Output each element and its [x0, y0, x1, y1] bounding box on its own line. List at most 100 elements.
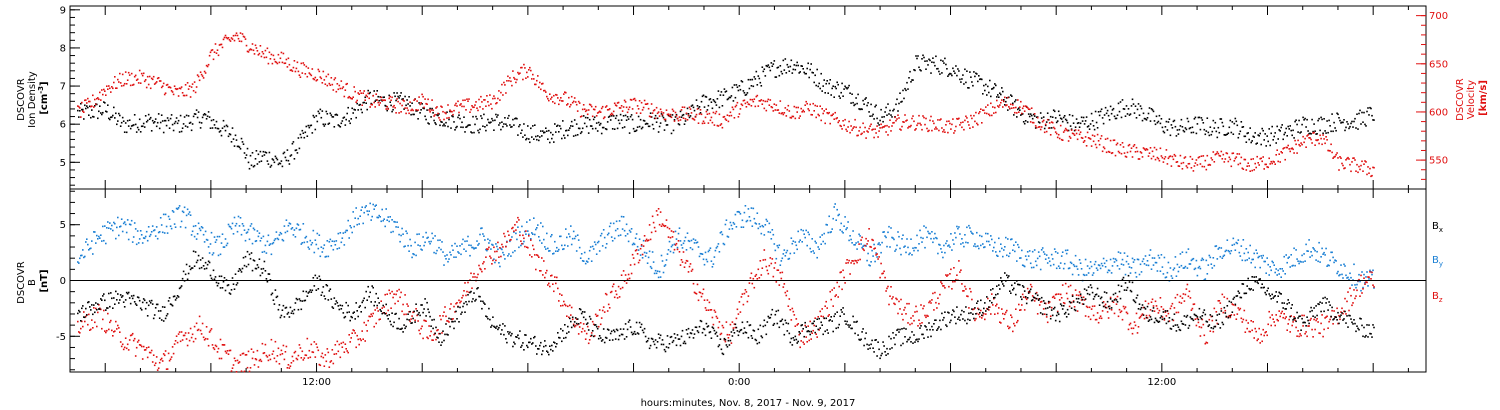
density-point: [938, 70, 940, 73]
by-point: [109, 222, 111, 224]
bz-point: [115, 320, 117, 323]
density-point: [116, 123, 118, 126]
density-point: [330, 114, 333, 116]
by-point: [1064, 249, 1067, 252]
density-point: [501, 121, 503, 123]
by-point: [356, 223, 358, 226]
velocity-point: [865, 137, 867, 139]
density-point: [777, 66, 780, 69]
density-point: [888, 113, 890, 115]
bz-point: [384, 293, 386, 296]
by-point: [818, 248, 820, 250]
by-point: [685, 249, 688, 251]
by-point: [306, 241, 309, 243]
density-point: [373, 90, 375, 92]
by-point: [514, 250, 516, 252]
velocity-point: [224, 34, 227, 37]
density-point: [860, 108, 862, 110]
by-point: [1037, 251, 1040, 253]
by-point: [1133, 259, 1136, 261]
bz-point: [745, 291, 748, 293]
by-point: [208, 252, 211, 254]
by-point: [299, 228, 302, 231]
velocity-point: [301, 72, 304, 74]
density-point: [656, 117, 659, 120]
by-point: [633, 243, 636, 246]
bz-point: [262, 352, 265, 355]
density-point: [364, 96, 366, 99]
bz-point: [818, 329, 820, 331]
velocity-point: [943, 129, 945, 131]
velocity-point: [1032, 121, 1035, 124]
density-point: [711, 107, 714, 110]
density-point: [271, 158, 274, 160]
bz-point: [826, 307, 828, 309]
density-point: [1147, 112, 1150, 115]
bz-point: [376, 307, 378, 309]
density-point: [162, 131, 165, 134]
by-point: [757, 227, 760, 230]
by-point: [1277, 269, 1279, 272]
velocity-point: [1359, 168, 1361, 171]
density-point: [768, 66, 771, 69]
bz-point: [999, 321, 1001, 323]
density-point: [1070, 128, 1073, 130]
by-point: [986, 240, 988, 243]
density-point: [757, 75, 760, 77]
bz-point: [683, 266, 686, 268]
by-point: [380, 220, 382, 223]
velocity-point: [637, 108, 640, 110]
density-point: [922, 54, 924, 57]
density-point: [839, 97, 841, 99]
by-point: [527, 230, 529, 232]
velocity-point: [285, 58, 288, 61]
velocity-point: [357, 92, 359, 94]
density-point: [1273, 135, 1275, 138]
by-point: [1183, 267, 1186, 269]
density-point: [119, 125, 122, 127]
velocity-point: [948, 120, 950, 122]
bz-point: [168, 359, 171, 362]
bz-point: [485, 256, 487, 258]
by-point: [197, 222, 200, 225]
velocity-point: [1302, 135, 1304, 138]
bz-point: [993, 297, 995, 300]
velocity-point: [549, 93, 551, 95]
by-point: [478, 242, 480, 245]
density-point: [841, 82, 843, 85]
bz-point: [783, 283, 786, 285]
velocity-point: [985, 106, 987, 108]
bz-point: [744, 289, 747, 291]
bz-point: [491, 263, 493, 265]
density-point: [1171, 127, 1174, 129]
velocity-point: [649, 116, 652, 118]
bz-point: [273, 357, 276, 360]
velocity-point: [803, 110, 805, 113]
velocity-point: [429, 111, 431, 113]
velocity-point: [124, 71, 127, 73]
velocity-point: [1171, 155, 1174, 158]
velocity-point: [823, 110, 825, 112]
velocity-point: [1031, 121, 1034, 124]
by-point: [1104, 266, 1107, 268]
velocity-point: [677, 119, 680, 122]
density-point: [1286, 135, 1288, 137]
density-point: [1296, 123, 1298, 126]
by-point: [357, 217, 359, 220]
bz-point: [360, 339, 362, 342]
by-point: [254, 240, 257, 243]
velocity-point: [208, 54, 211, 57]
density-point: [728, 96, 731, 99]
by-point: [227, 223, 230, 226]
density-point: [1135, 117, 1138, 119]
velocity-point: [263, 56, 266, 59]
density-point: [1049, 115, 1052, 118]
velocity-point: [551, 96, 553, 99]
bz-point: [952, 281, 954, 283]
velocity-point: [911, 117, 913, 120]
velocity-point: [535, 83, 537, 86]
bz-point: [265, 354, 268, 357]
bz-point: [155, 356, 158, 358]
velocity-point: [101, 89, 103, 91]
velocity-point: [143, 80, 146, 83]
